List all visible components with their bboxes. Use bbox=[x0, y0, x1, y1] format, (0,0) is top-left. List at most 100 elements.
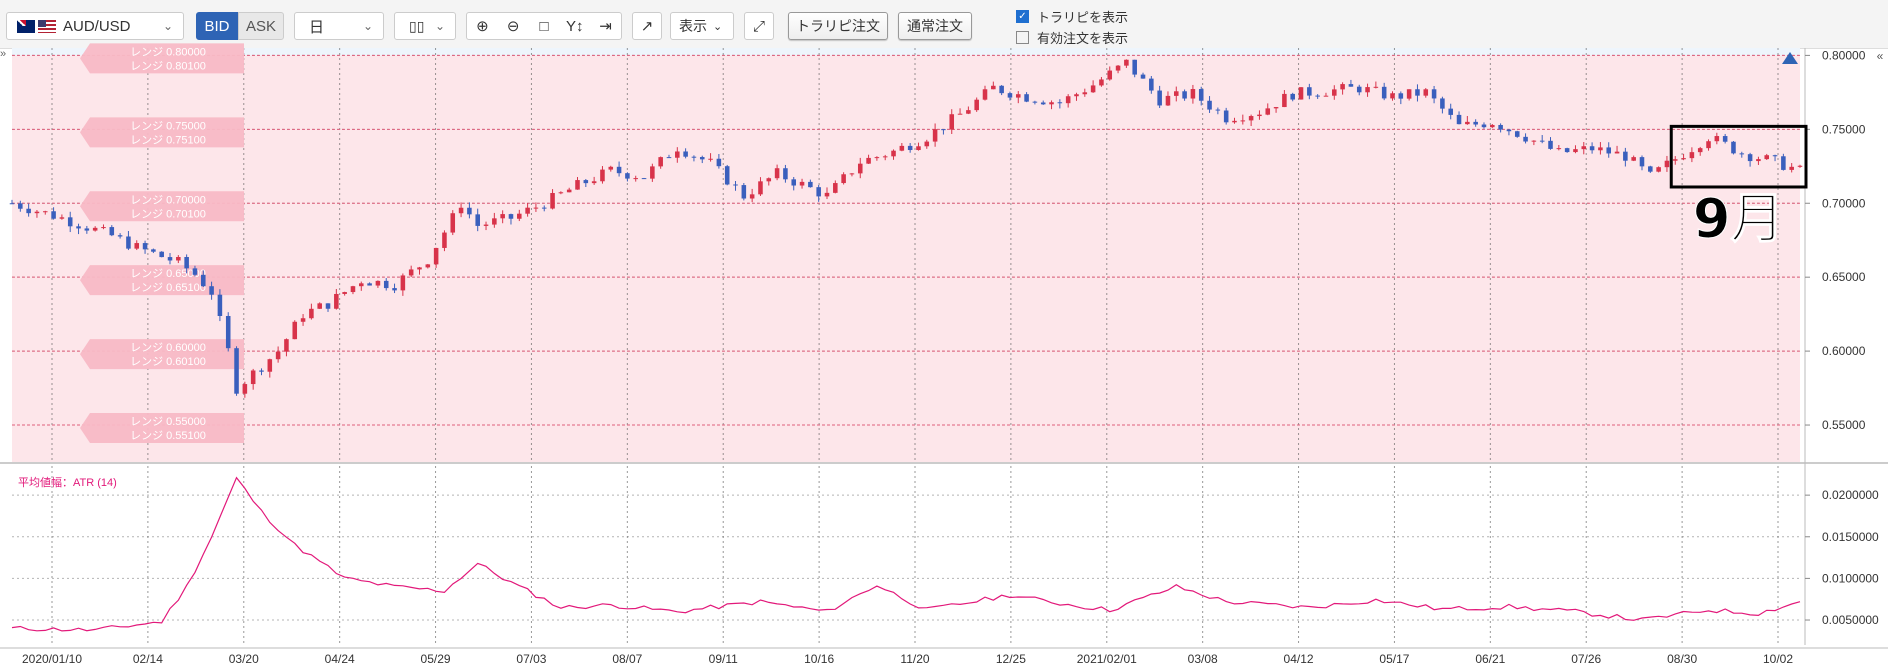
candle-body bbox=[1781, 156, 1786, 170]
candle-body bbox=[1598, 147, 1603, 151]
candle-body bbox=[1531, 140, 1537, 142]
candle-body bbox=[517, 213, 522, 219]
trarip-range-label[interactable]: レンジ 0.60000 レンジ 0.60100 bbox=[80, 339, 244, 370]
candle-body bbox=[392, 288, 397, 291]
fit-icon[interactable]: □ bbox=[539, 17, 549, 35]
candle-body bbox=[433, 247, 439, 265]
timeframe-label: 日 bbox=[309, 18, 325, 36]
chevron-down-icon: ⌄ bbox=[162, 19, 173, 33]
expand-button[interactable]: ⤢ bbox=[744, 12, 774, 40]
trarip-order-button[interactable]: トラリピ注文 bbox=[788, 12, 888, 40]
range-label-tag bbox=[80, 117, 244, 148]
collapse-panel-icon[interactable]: » bbox=[0, 48, 7, 60]
candle-body bbox=[292, 321, 298, 340]
candle-body bbox=[791, 179, 797, 186]
candle-body bbox=[1207, 100, 1212, 110]
candle-body bbox=[1257, 114, 1262, 117]
candle-body bbox=[691, 156, 697, 158]
candle-body bbox=[425, 264, 431, 268]
trarip-range-label[interactable]: レンジ 0.80000 レンジ 0.80100 bbox=[80, 43, 244, 74]
scroll-latest-icon[interactable] bbox=[1782, 52, 1798, 64]
candle-body bbox=[1099, 79, 1104, 86]
candle-body bbox=[284, 339, 289, 352]
y-tick-label: 0.65000 bbox=[1822, 270, 1866, 284]
candle-body bbox=[1082, 92, 1088, 95]
candle-body bbox=[417, 267, 422, 270]
candle-body bbox=[1697, 148, 1703, 153]
candle-body bbox=[1340, 84, 1345, 90]
range-label-text: レンジ 0.80000 bbox=[130, 46, 206, 58]
candle-body bbox=[724, 166, 730, 185]
y-tick-label: 0.60000 bbox=[1822, 344, 1866, 358]
candle-body bbox=[1772, 155, 1778, 157]
candle-body bbox=[42, 211, 48, 213]
candle-body bbox=[558, 192, 564, 194]
candle-body bbox=[949, 114, 955, 130]
candle-body bbox=[1124, 59, 1129, 66]
add-indicator-button[interactable]: ↗ bbox=[632, 12, 662, 40]
candle-body bbox=[1423, 89, 1429, 96]
candle-body bbox=[1007, 93, 1013, 98]
candle-body bbox=[1365, 87, 1370, 93]
candle-body bbox=[1307, 87, 1312, 96]
candle-body bbox=[250, 370, 256, 385]
zoom-out-icon[interactable]: ⊖ bbox=[506, 18, 520, 35]
candle-body bbox=[159, 251, 164, 258]
candle-body bbox=[109, 227, 115, 236]
candle-body bbox=[733, 184, 738, 186]
jump-to-latest-icon[interactable]: ⇥ bbox=[599, 18, 612, 35]
candle-body bbox=[1074, 94, 1079, 97]
collapse-right-icon[interactable]: « bbox=[1877, 49, 1884, 63]
normal-order-button[interactable]: 通常注文 bbox=[898, 12, 972, 40]
candle-body bbox=[184, 257, 189, 269]
range-label-text: レンジ 0.60100 bbox=[130, 356, 206, 368]
candle-body bbox=[916, 146, 921, 151]
candle-body bbox=[1564, 148, 1570, 153]
candle-body bbox=[1049, 102, 1054, 105]
candle-body bbox=[1498, 124, 1503, 130]
candle-body bbox=[1065, 96, 1071, 104]
show-active-orders-checkbox[interactable]: 有効注文を表示 bbox=[1016, 28, 1128, 47]
candle-body bbox=[1440, 98, 1445, 109]
candle-body bbox=[633, 178, 638, 180]
candle-body bbox=[117, 235, 123, 237]
price-scale-icon[interactable]: Y↕ bbox=[566, 17, 584, 35]
candle-body bbox=[483, 224, 489, 226]
range-label-text: レンジ 0.80100 bbox=[130, 60, 206, 72]
trarip-range-label[interactable]: レンジ 0.70000 レンジ 0.70100 bbox=[80, 191, 244, 222]
candle-body bbox=[616, 166, 622, 174]
candle-body bbox=[774, 168, 780, 179]
candle-body bbox=[1248, 116, 1254, 121]
trarip-range-label[interactable]: レンジ 0.55000 レンジ 0.55100 bbox=[80, 413, 244, 444]
symbol-select[interactable]: AUD/USD ⌄ bbox=[6, 12, 184, 40]
candle-body bbox=[1390, 93, 1395, 99]
x-tick-label: 07/26 bbox=[1571, 652, 1601, 666]
zoom-in-icon[interactable]: ⊕ bbox=[476, 18, 489, 35]
candle-body bbox=[101, 227, 106, 229]
x-tick-label: 02/14 bbox=[133, 652, 163, 666]
show-trarip-checkbox[interactable]: ✓ トラリピを表示 bbox=[1016, 7, 1128, 26]
ask-button[interactable]: ASK bbox=[238, 12, 284, 40]
bid-button[interactable]: BID bbox=[196, 12, 238, 40]
chart-toolbar: AUD/USD ⌄ BID ASK 日 ⌄ ▯▯ ⌄ ⊕ ⊖ □ Y↕ ⇥ ↗ … bbox=[0, 0, 1888, 49]
candle-body bbox=[1664, 160, 1670, 168]
chart-type-select[interactable]: ▯▯ ⌄ bbox=[394, 12, 456, 40]
display-menu[interactable]: 表示 ⌄ bbox=[670, 12, 734, 40]
timeframe-select[interactable]: 日 ⌄ bbox=[294, 12, 384, 40]
candle-body bbox=[1398, 93, 1404, 99]
candle-body bbox=[1182, 91, 1187, 99]
trarip-range-label[interactable]: レンジ 0.75000 レンジ 0.75100 bbox=[80, 117, 244, 148]
candle-body bbox=[675, 151, 680, 158]
y-tick-label: 0.70000 bbox=[1822, 196, 1866, 210]
candle-body bbox=[1706, 141, 1711, 149]
atr-tick-label: 0.0050000 bbox=[1822, 613, 1879, 627]
x-tick-label: 04/24 bbox=[325, 652, 355, 666]
candle-body bbox=[1406, 89, 1412, 99]
candle-body bbox=[1722, 136, 1728, 142]
candle-body bbox=[167, 257, 173, 261]
candle-body bbox=[1639, 157, 1645, 167]
candle-body bbox=[641, 178, 647, 180]
candle-body bbox=[1539, 140, 1545, 142]
